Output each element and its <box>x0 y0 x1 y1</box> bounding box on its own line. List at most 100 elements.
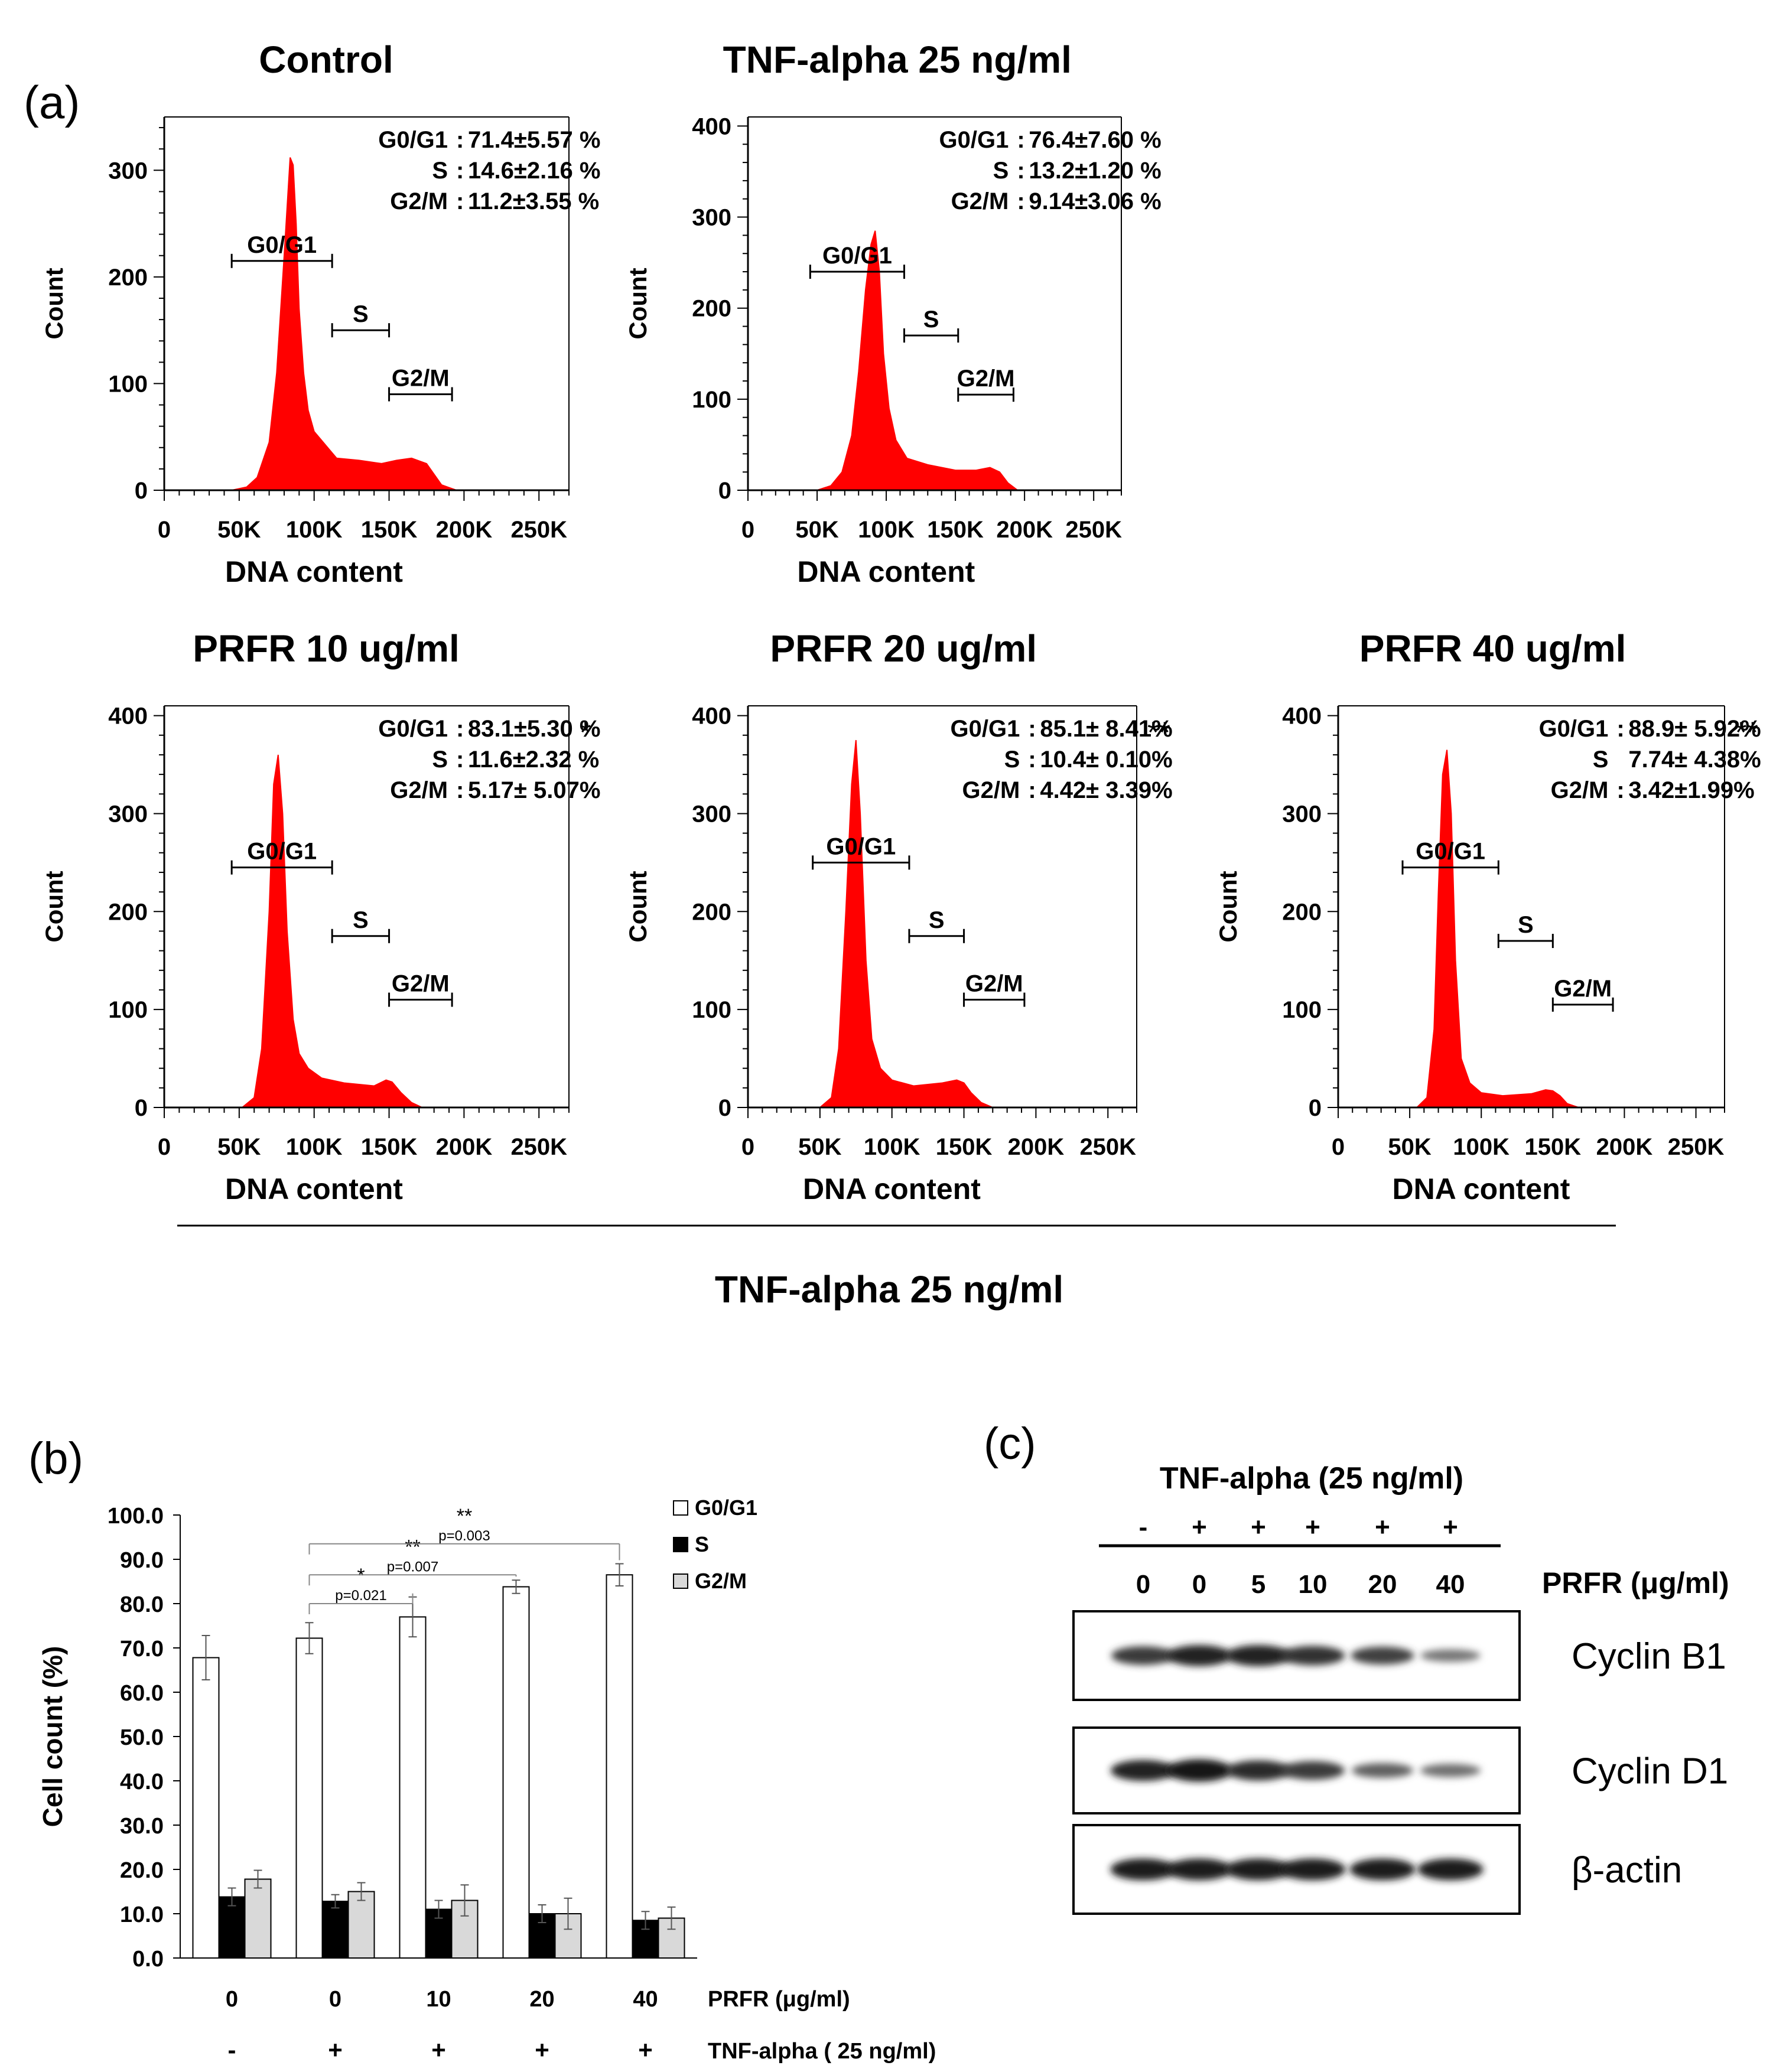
bar-g2m <box>347 1891 375 1959</box>
comparison-p-value: p=0.021 <box>335 1588 386 1604</box>
blot-band <box>1349 1858 1416 1881</box>
histogram-title: TNF-alpha 25 ng/ml <box>723 38 1072 81</box>
y-tick-label: 200 <box>108 899 148 925</box>
y-tick-label: 100 <box>108 371 148 397</box>
blot-tnf-sign: + <box>1192 1513 1207 1542</box>
panel-b: (b) 0.0 10.0 20.0 30.0 40.0 50.0 60.0 70.0 80.0 90… <box>28 1434 936 2064</box>
bar-s <box>321 1901 349 1959</box>
y-axis-label: Count <box>624 871 652 942</box>
y-tick-label: 100.0 <box>108 1504 164 1529</box>
legend-swatch <box>673 1537 688 1552</box>
blot-band <box>1110 1760 1176 1781</box>
histogram-panel: PRFR 40 ug/ml 0 50K 100K 150K 200K 250K 0 100 200… <box>1214 627 1761 1206</box>
panel-a-label: (a) <box>24 76 80 128</box>
stat-phase-label: G0/G1 <box>939 127 1009 153</box>
y-tick-label: 200 <box>692 899 731 925</box>
gate-label: S <box>929 907 945 933</box>
blot-band <box>1110 1858 1176 1881</box>
y-tick-label: 100 <box>692 997 731 1023</box>
comparison-p-value: p=0.007 <box>387 1559 438 1575</box>
x-tick-label: 200K <box>996 517 1053 543</box>
stat-phase-label: G2/M <box>951 188 1009 214</box>
tnf-sign: + <box>535 2036 549 2064</box>
y-tick-label: 300 <box>692 801 731 827</box>
x-axis-label: DNA content <box>1393 1172 1570 1206</box>
stat-separator: : <box>1616 777 1624 803</box>
y-tick-label: 0.0 <box>132 1947 164 1972</box>
x-tick-label: 150K <box>927 517 984 543</box>
x-tick-label: 200K <box>1008 1134 1065 1160</box>
x-tick-label: 50K <box>795 517 838 543</box>
stat-phase-label: S <box>432 158 448 184</box>
gate-label: G0/G1 <box>1416 839 1485 865</box>
x-tick-label: 150K <box>361 1134 418 1160</box>
stat-value: 4.42± 3.39% <box>1040 777 1172 803</box>
stat-phase-label: S <box>1004 747 1020 773</box>
bar-g0g1 <box>192 1657 220 1959</box>
blot-treatment-title: TNF-alpha (25 ng/ml) <box>1160 1461 1463 1496</box>
gate-label: G2/M <box>965 971 1023 997</box>
stat-phase-label: G2/M <box>1551 777 1609 803</box>
y-axis-label: Count <box>624 268 652 339</box>
stat-value: 11.6±2.32 % <box>468 747 599 773</box>
category-label: 40 <box>633 1987 658 2012</box>
stat-separator: : <box>456 716 464 742</box>
stat-separator: : <box>456 188 464 214</box>
x-tick-label: 100K <box>286 1134 343 1160</box>
histogram-area <box>231 157 457 491</box>
bar-g0g1 <box>295 1637 323 1959</box>
x-tick-label: 200K <box>436 517 493 543</box>
y-axis-label: Count <box>1214 871 1242 942</box>
blot-tnf-sign: - <box>1139 1513 1148 1542</box>
x-axis-label: DNA content <box>225 555 403 588</box>
stat-separator: : <box>1028 716 1036 742</box>
blot-band <box>1280 1646 1345 1666</box>
tnf-sign: + <box>431 2036 446 2064</box>
gate-label: G2/M <box>392 971 450 997</box>
panel-c: (c) TNF-alpha (25 ng/ml)- + + + + +0 0 5 10 20 40 PR… <box>984 1419 1729 1915</box>
blot-protein-label: Cyclin D1 <box>1572 1751 1728 1792</box>
y-tick-label: 70.0 <box>120 1637 164 1661</box>
stat-phase-label: G2/M <box>390 777 448 803</box>
stat-value: 5.17± 5.07% <box>468 777 600 803</box>
blot-prfr-dose: 5 <box>1251 1570 1266 1599</box>
blot-band <box>1166 1858 1232 1881</box>
y-axis-label: Cell count (%) <box>37 1646 68 1827</box>
y-tick-label: 300 <box>108 158 148 184</box>
x-tick-label: 100K <box>1453 1134 1510 1160</box>
blot-band <box>1281 1761 1345 1780</box>
blot-prfr-dose: 20 <box>1368 1570 1397 1599</box>
stat-phase-label: S <box>993 158 1009 184</box>
stat-phase-label: S <box>1593 747 1609 773</box>
histogram-title: PRFR 20 ug/ml <box>770 627 1037 670</box>
blot-strip: Cyclin B1 <box>1072 1610 1726 1701</box>
x-tick-label: 0 <box>1332 1134 1345 1160</box>
stat-separator: : <box>1028 777 1036 803</box>
histogram-area <box>240 754 422 1108</box>
gate-label: G0/G1 <box>247 839 317 865</box>
significance-stars: ** <box>1735 716 1758 749</box>
comparison-stars: ** <box>405 1536 420 1558</box>
x-tick-label: 50K <box>1388 1134 1431 1160</box>
tnf-sign: + <box>638 2036 653 2064</box>
y-tick-label: 0 <box>718 1095 731 1121</box>
stat-value: 83.1±5.30 % <box>468 716 600 742</box>
legend-label: G0/G1 <box>695 1496 757 1520</box>
x-tick-label: 0 <box>158 1134 171 1160</box>
stat-separator: : <box>456 158 464 184</box>
x-tick-label: 50K <box>217 1134 261 1160</box>
y-tick-label: 50.0 <box>120 1725 164 1750</box>
tnf-row-label: TNF-alpha ( 25 ng/ml) <box>708 2039 936 2064</box>
y-tick-label: 100 <box>1282 997 1322 1023</box>
histogram-area <box>819 739 993 1108</box>
x-tick-label: 100K <box>286 517 343 543</box>
blot-band <box>1166 1759 1232 1782</box>
stat-value: 88.9± 5.92% <box>1628 716 1761 742</box>
blot-prfr-label: PRFR (μg/ml) <box>1542 1566 1729 1599</box>
blot-prfr-dose: 40 <box>1436 1570 1465 1599</box>
y-tick-label: 400 <box>692 703 731 729</box>
stat-value: 14.6±2.16 % <box>468 158 600 184</box>
blot-band <box>1111 1646 1175 1665</box>
stat-separator: : <box>1017 188 1024 214</box>
